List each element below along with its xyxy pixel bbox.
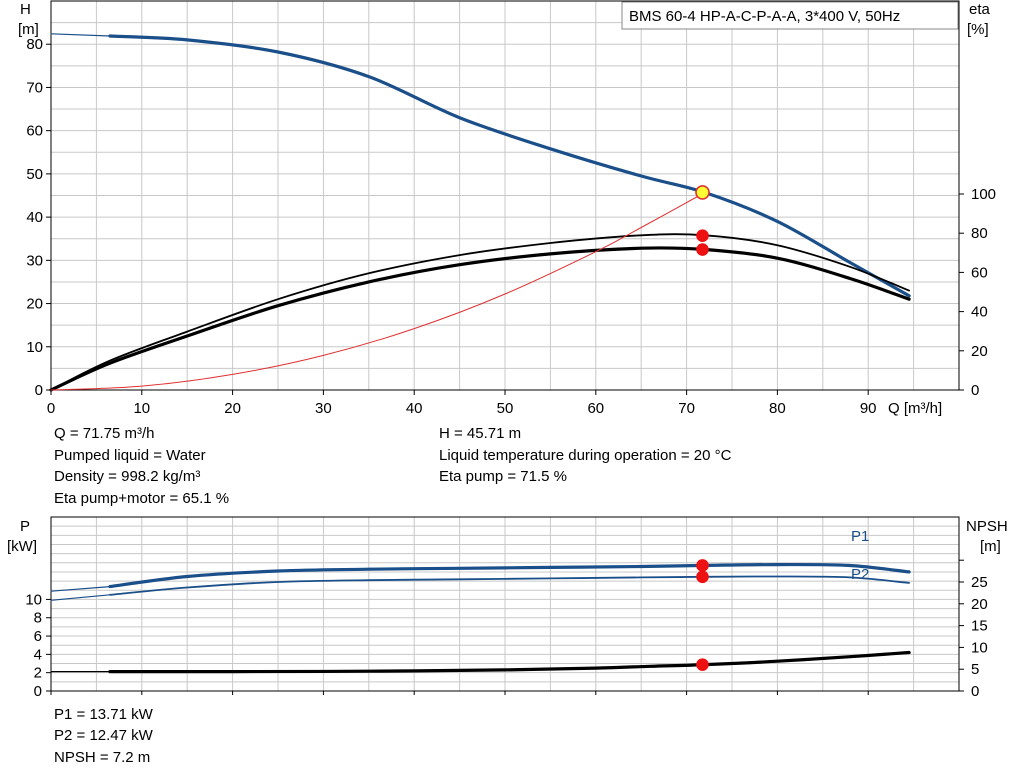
y-tick-label-left: 10 [25, 591, 42, 608]
x-axis-label: Q [m³/h] [888, 400, 942, 417]
info-eta-pump: Eta pump = 71.5 % [439, 468, 567, 485]
duty-point [696, 658, 709, 671]
info-p1: P1 = 13.71 kW [54, 706, 154, 723]
x-tick-label: 40 [406, 400, 423, 417]
top-duty-points [695, 185, 710, 256]
x-tick-label: 60 [587, 400, 604, 417]
info-p2: P2 = 12.47 kW [54, 727, 154, 744]
curve-p2-ext [50, 594, 111, 601]
y-tick-label-left: 50 [26, 166, 43, 183]
info-flow: Q = 71.75 m³/h [54, 425, 154, 442]
y-axis-label-p: P [20, 518, 30, 535]
y-tick-label-left: 6 [34, 628, 42, 645]
bottom-curves [50, 562, 911, 674]
y-tick-label-right: 0 [971, 683, 979, 700]
x-tick-label: 30 [315, 400, 332, 417]
curve-eta-total [49, 246, 911, 392]
y-tick-label-left: 60 [26, 123, 43, 140]
y-tick-label-left: 30 [26, 252, 43, 269]
series-label-p1: P1 [851, 528, 869, 545]
bottom-duty-points [696, 559, 709, 671]
y-axis-unit-h: [m] [18, 21, 39, 38]
y-tick-label-left: 20 [26, 296, 43, 313]
y-axis-unit-p: [kW] [7, 538, 37, 555]
x-tick-label: 10 [133, 400, 150, 417]
curve-npsh [108, 650, 911, 674]
x-tick-label: 50 [497, 400, 514, 417]
y-tick-label-right: 15 [971, 618, 988, 635]
top-ticks: 0 10 20 30 40 50 60 70 80 90 0 10 20 30 40 50 60 70 80 0 20 4… [26, 36, 996, 417]
bottom-grid [51, 517, 959, 691]
curve-head-ext [50, 33, 111, 37]
y-axis-unit-npsh: [m] [980, 538, 1001, 555]
x-tick-label: 0 [47, 400, 55, 417]
x-tick-label: 70 [678, 400, 695, 417]
y-tick-label-right: 80 [971, 225, 988, 242]
y-tick-label-right: 10 [971, 639, 988, 656]
x-tick-label: 20 [224, 400, 241, 417]
series-label-p2: P2 [851, 566, 869, 583]
info-eta-total: Eta pump+motor = 65.1 % [54, 490, 229, 507]
y-tick-label-left: 0 [35, 382, 43, 399]
y-tick-label-left: 40 [26, 209, 43, 226]
info-npsh: NPSH = 7.2 m [54, 749, 150, 766]
y-tick-label-left: 0 [34, 683, 42, 700]
y-tick-label-right: 100 [971, 186, 996, 203]
title-box [621, 1, 959, 30]
y-tick-label-right: 20 [971, 343, 988, 360]
info-density: Density = 998.2 kg/m³ [54, 468, 200, 485]
y-axis-label-npsh: NPSH [966, 518, 1008, 535]
duty-point [696, 229, 709, 242]
y-tick-label-left: 8 [34, 610, 42, 627]
y-axis-unit-eta: [%] [967, 21, 989, 38]
duty-point [696, 570, 709, 584]
y-tick-label-left: 10 [26, 339, 43, 356]
curve-p1 [108, 562, 911, 589]
chart-title: BMS 60-4 HP-A-C-P-A-A, 3*400 V, 50Hz [629, 8, 900, 25]
y-tick-label-right: 40 [971, 304, 988, 321]
y-axis-label-h: H [20, 1, 31, 18]
y-tick-label-left: 70 [26, 79, 43, 96]
y-tick-label-right: 0 [971, 382, 979, 399]
y-tick-label-left: 2 [34, 665, 42, 682]
x-tick-label: 80 [769, 400, 786, 417]
curve-p2 [109, 575, 910, 596]
info-temperature: Liquid temperature during operation = 20… [439, 447, 732, 464]
info-head: H = 45.71 m [439, 425, 521, 442]
duty-point [695, 185, 710, 200]
y-tick-label-left: 80 [26, 36, 43, 53]
duty-point [696, 559, 709, 572]
info-liquid: Pumped liquid = Water [54, 447, 206, 464]
top-curves [49, 33, 911, 392]
y-axis-label-eta: eta [969, 1, 991, 18]
y-tick-label-right: 5 [971, 661, 979, 678]
curve-eta-pump [50, 233, 910, 391]
x-tick-label: 90 [860, 400, 877, 417]
y-tick-label-right: 60 [971, 264, 988, 281]
curve-head [108, 34, 911, 298]
top-grid [51, 1, 959, 390]
duty-point [696, 243, 709, 256]
y-tick-label-left: 4 [34, 646, 42, 663]
curve-p1-ext [50, 586, 111, 592]
y-tick-label-right: 25 [971, 574, 988, 591]
curve-system [50, 192, 706, 391]
y-tick-label-right: 20 [971, 596, 988, 613]
